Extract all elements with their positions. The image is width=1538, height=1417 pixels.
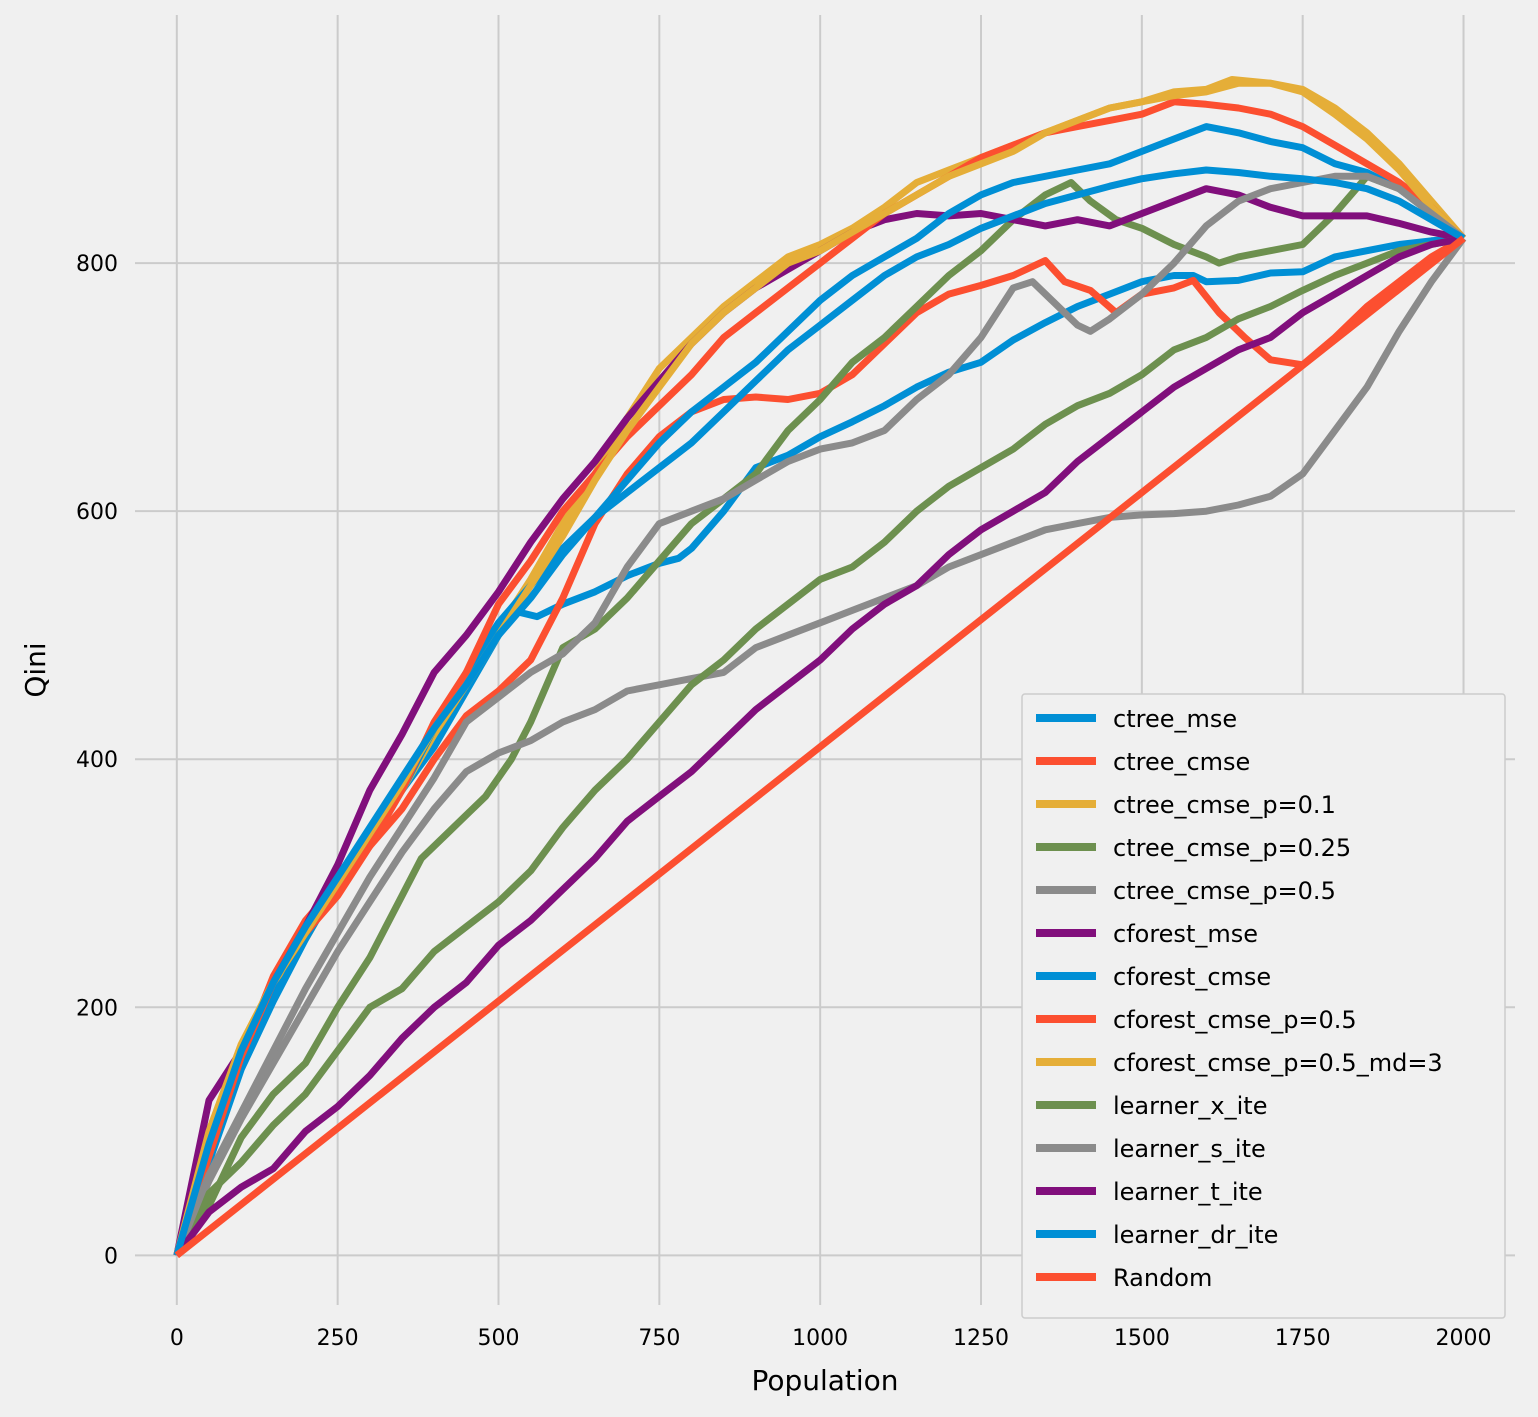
- legend-label: cforest_cmse_p=0.5_md=3: [1113, 1049, 1443, 1077]
- x-axis-label: Population: [751, 1364, 898, 1397]
- series-line-3: [173, 172, 1466, 1258]
- x-tick-label: 0: [170, 1326, 184, 1351]
- series-line-7: [173, 98, 1466, 1257]
- legend-label: learner_t_ite: [1113, 1178, 1263, 1206]
- series-line-9: [173, 234, 1465, 1258]
- x-tick-label: 1500: [1114, 1326, 1170, 1351]
- legend-label: learner_dr_ite: [1113, 1221, 1278, 1249]
- legend-label: cforest_cmse_p=0.5: [1113, 1006, 1357, 1034]
- series-line-12: [173, 166, 1466, 1257]
- series-line-1: [173, 235, 1466, 1257]
- legend-box: [1021, 693, 1506, 1319]
- x-tick-label: 1750: [1275, 1326, 1331, 1351]
- legend: ctree_mse ctree_cmse ctree_cmse_p=0.1ctree…: [1021, 693, 1506, 1319]
- x-tick-label: 2000: [1436, 1326, 1492, 1351]
- y-tick-label: 800: [76, 252, 118, 277]
- legend-label: ctree_cmse_p=0.1: [1113, 791, 1336, 819]
- y-tick-label: 600: [76, 500, 118, 525]
- legend-label: Random: [1113, 1264, 1212, 1292]
- y-tick-label: 400: [76, 748, 118, 773]
- y-tick-labels: 0 200 400 600 800: [76, 252, 118, 1269]
- legend-label: ctree_cmse_p=0.5: [1113, 877, 1336, 905]
- series-line-10: [173, 172, 1466, 1257]
- legend-label: learner_x_ite: [1113, 1092, 1267, 1120]
- series-line-4: [173, 236, 1467, 1257]
- x-tick-label: 1250: [953, 1326, 1009, 1351]
- series-line-13: [174, 235, 1466, 1259]
- legend-label: cforest_mse: [1113, 920, 1258, 948]
- x-tick-labels: 0 250 500 750 1000 1250 1500 1750 2000: [170, 1326, 1492, 1351]
- legend-label: learner_s_ite: [1113, 1135, 1266, 1163]
- series-layer: [173, 76, 1467, 1259]
- y-tick-label: 0: [104, 1244, 118, 1269]
- y-tick-label: 200: [76, 996, 118, 1021]
- legend-label: ctree_cmse: [1113, 748, 1250, 776]
- x-tick-label: 1000: [792, 1326, 848, 1351]
- legend-label: ctree_cmse_p=0.25: [1113, 834, 1351, 862]
- y-axis-label: Qini: [19, 642, 52, 697]
- x-tick-label: 750: [638, 1326, 680, 1351]
- series-line-11: [173, 234, 1465, 1258]
- x-tick-label: 500: [477, 1326, 519, 1351]
- legend-label: cforest_cmse: [1113, 963, 1271, 991]
- x-tick-label: 250: [317, 1326, 359, 1351]
- legend-label: ctree_mse: [1113, 705, 1237, 733]
